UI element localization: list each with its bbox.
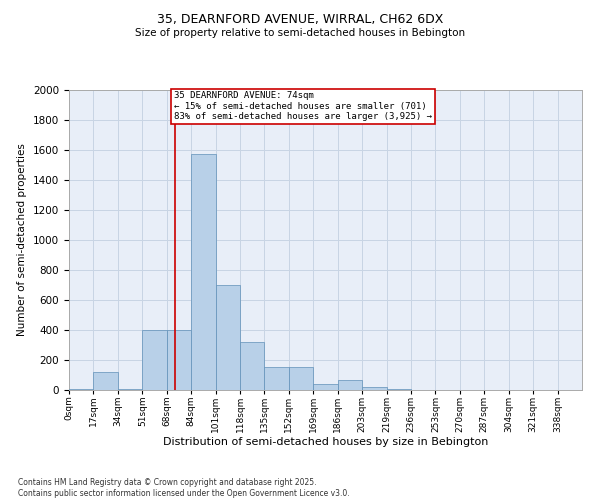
- Bar: [338, 380, 362, 390]
- Bar: [386, 389, 411, 390]
- Bar: [215, 285, 240, 390]
- Bar: [69, 389, 94, 390]
- Bar: [118, 389, 142, 390]
- Text: Size of property relative to semi-detached houses in Bebington: Size of property relative to semi-detach…: [135, 28, 465, 38]
- Text: 35 DEARNFORD AVENUE: 74sqm
← 15% of semi-detached houses are smaller (701)
83% o: 35 DEARNFORD AVENUE: 74sqm ← 15% of semi…: [174, 92, 432, 122]
- Bar: [313, 384, 338, 390]
- Bar: [94, 372, 118, 390]
- Bar: [289, 367, 313, 390]
- Bar: [362, 387, 386, 390]
- X-axis label: Distribution of semi-detached houses by size in Bebington: Distribution of semi-detached houses by …: [163, 438, 488, 448]
- Bar: [265, 367, 289, 390]
- Text: Contains HM Land Registry data © Crown copyright and database right 2025.
Contai: Contains HM Land Registry data © Crown c…: [18, 478, 350, 498]
- Bar: [240, 342, 265, 390]
- Text: 35, DEARNFORD AVENUE, WIRRAL, CH62 6DX: 35, DEARNFORD AVENUE, WIRRAL, CH62 6DX: [157, 12, 443, 26]
- Bar: [191, 154, 215, 390]
- Bar: [142, 330, 167, 390]
- Bar: [167, 330, 191, 390]
- Y-axis label: Number of semi-detached properties: Number of semi-detached properties: [17, 144, 28, 336]
